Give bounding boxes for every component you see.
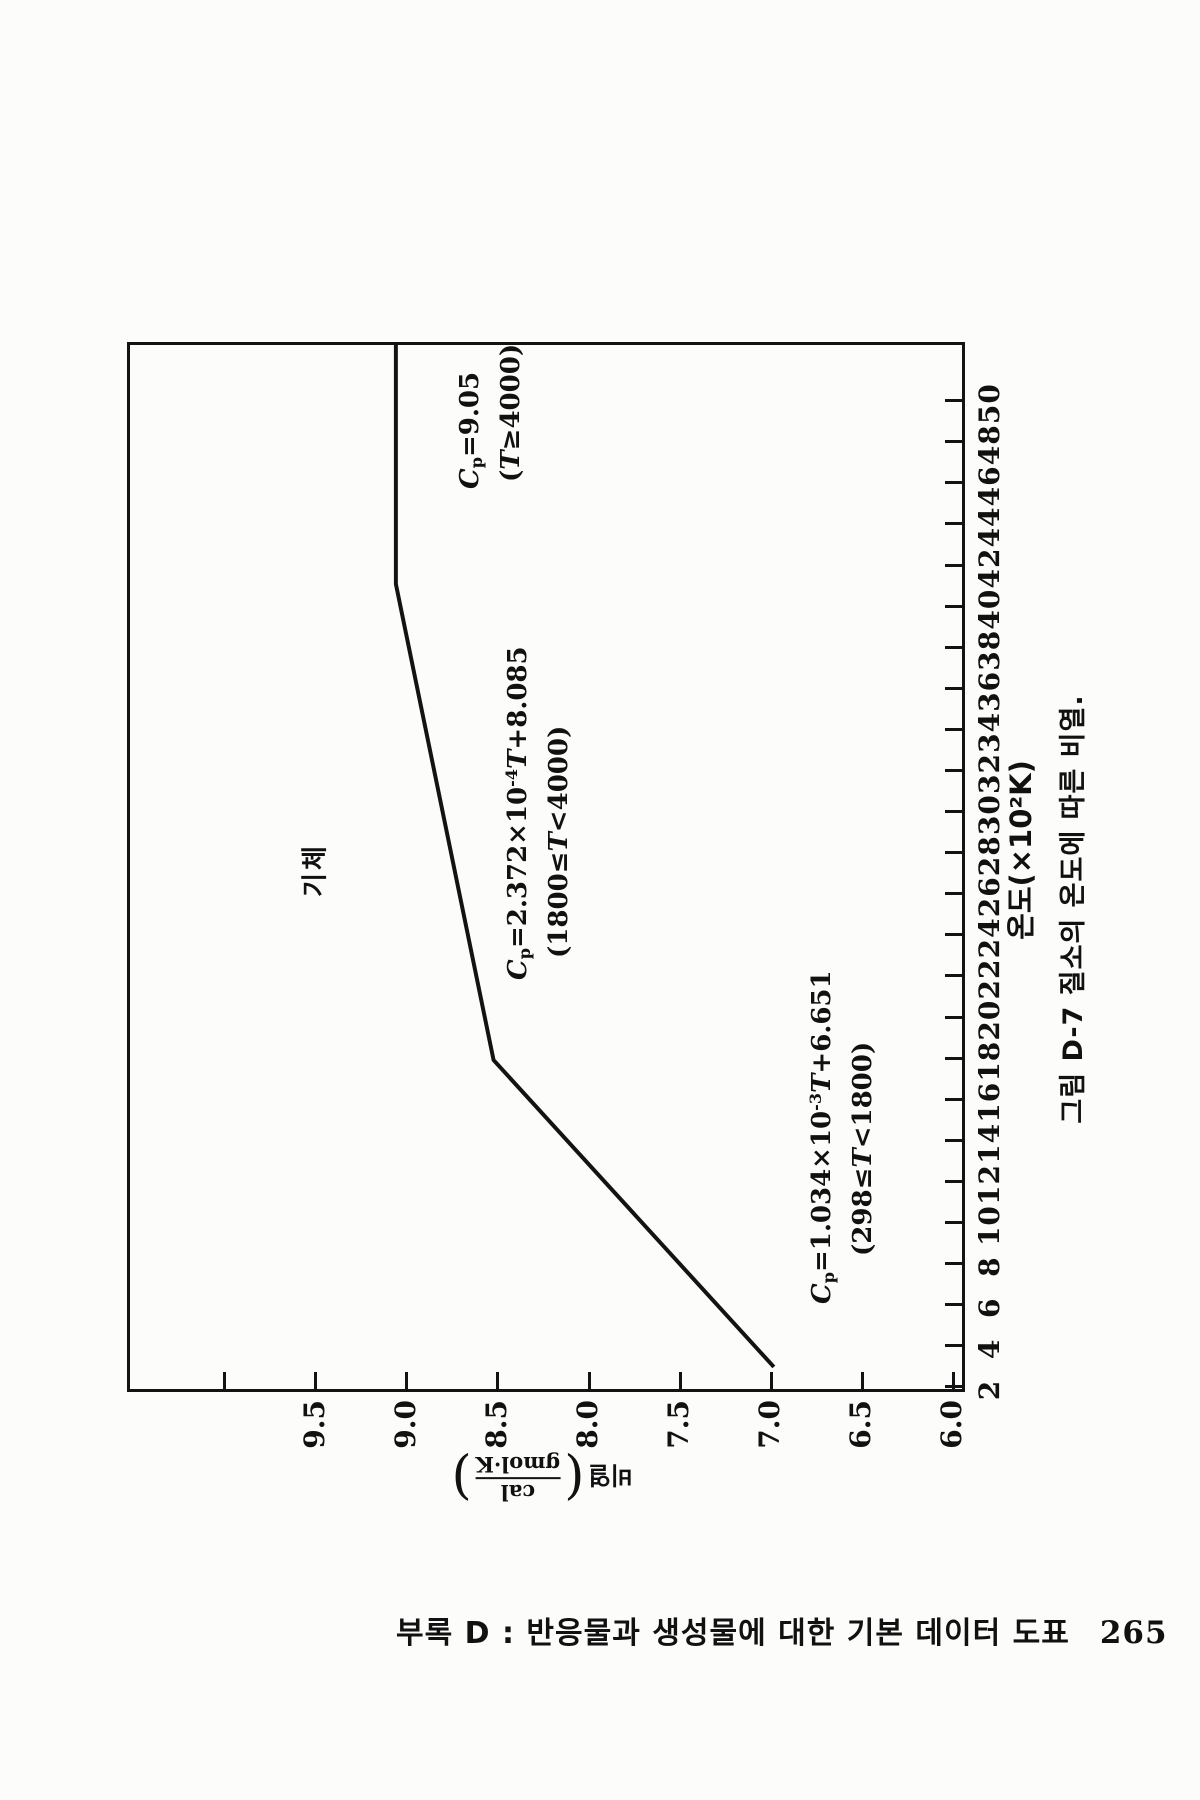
footer-text: 부록 D : 반응물과 생성물에 대한 기본 데이터 도표 <box>396 1616 1070 1651</box>
x-tick <box>945 1056 962 1060</box>
y-tick <box>951 1372 955 1389</box>
cp-line-plot <box>393 345 776 1369</box>
x-tick <box>945 1344 962 1348</box>
x-tick-label: 38 <box>973 629 1006 671</box>
x-tick-label: 48 <box>973 424 1006 466</box>
annotation-segment-1: Cp=1.034×10-3T+6.651 (298≤T<1800) <box>799 970 880 1304</box>
equation-line: Cp=1.034×10-3T+6.651 <box>806 970 838 1304</box>
x-axis-label: 온도(×10²K) <box>1004 760 1038 940</box>
gas-region-label: 기체 <box>300 843 331 897</box>
y-tick <box>223 1372 227 1389</box>
x-tick-label: 16 <box>973 1081 1006 1123</box>
x-tick-label: 10 <box>973 1205 1006 1247</box>
x-tick <box>945 440 962 444</box>
equation-line: Cp=9.05 <box>454 371 486 489</box>
x-tick-label: 44 <box>973 506 1006 548</box>
y-tick <box>496 1372 500 1389</box>
y-axis-word: 비열 <box>588 1461 633 1490</box>
x-tick-label: 42 <box>973 547 1006 589</box>
condition-line: (T≥4000) <box>495 343 526 482</box>
y-tick <box>405 1372 409 1389</box>
figure-caption: 그림 D-7 질소의 온도에 따른 비열. <box>1058 694 1089 1124</box>
x-tick-label: 20 <box>973 999 1006 1041</box>
cp-curve <box>393 345 776 1369</box>
x-tick-label: 12 <box>973 1163 1006 1205</box>
y-tick <box>769 1372 773 1389</box>
unit-denominator: gmol·K <box>475 1452 561 1477</box>
cp-vs-temperature-chart: 2 4 6 8 10 12 14 16 18 20 22 24 26 28 30 32 34 36 38 40 42 44… <box>127 342 1089 1508</box>
x-tick <box>945 974 962 978</box>
annotation-segment-2: Cp=2.372×10-4T+8.085 (1800≤T<4000) <box>495 646 576 980</box>
x-tick <box>945 769 962 773</box>
x-tick-label: 6 <box>973 1297 1006 1319</box>
y-tick <box>314 1372 318 1389</box>
y-tick <box>860 1372 864 1389</box>
x-tick-label: 18 <box>973 1040 1006 1082</box>
x-tick <box>945 481 962 485</box>
x-tick <box>945 645 962 649</box>
x-tick-label: 34 <box>973 711 1006 753</box>
x-tick-label: 2 <box>973 1379 1006 1401</box>
x-tick <box>945 1015 962 1019</box>
equation-line: Cp=2.372×10-4T+8.085 <box>502 646 534 980</box>
annotation-segment-3: Cp=9.05 (T≥4000) <box>447 344 528 489</box>
x-tick-label: 36 <box>973 670 1006 712</box>
condition-line: (298≤T<1800) <box>847 1041 878 1256</box>
unit-numerator: cal <box>475 1477 561 1505</box>
x-tick <box>945 1179 962 1183</box>
x-tick <box>945 399 962 403</box>
page-footer: 부록 D : 반응물과 생성물에 대한 기본 데이터 도표 265 <box>396 1608 1168 1652</box>
open-paren: ( <box>564 1448 585 1509</box>
y-tick-label: 9.0 <box>388 1400 422 1449</box>
x-tick <box>945 1303 962 1307</box>
x-tick-label: 4 <box>973 1338 1006 1360</box>
x-tick <box>945 686 962 690</box>
x-tick <box>945 727 962 731</box>
x-tick <box>945 1097 962 1101</box>
x-tick-label: 14 <box>973 1122 1006 1164</box>
x-tick-label: 22 <box>973 958 1006 1000</box>
x-tick <box>945 892 962 896</box>
plot-frame <box>127 342 965 1392</box>
x-tick <box>945 1221 962 1225</box>
x-tick <box>945 810 962 814</box>
x-tick <box>945 522 962 526</box>
x-tick <box>945 563 962 567</box>
x-tick-label: 50 <box>973 383 1006 425</box>
close-paren: ) <box>451 1448 472 1509</box>
x-tick-label: 46 <box>973 465 1006 507</box>
y-tick <box>678 1372 682 1389</box>
y-tick-label: 6.5 <box>844 1400 878 1449</box>
x-tick <box>945 851 962 855</box>
y-tick-label: 6.0 <box>935 1400 969 1449</box>
y-tick-label: 7.0 <box>753 1400 787 1449</box>
x-tick <box>945 1262 962 1266</box>
y-tick-label: 8.5 <box>479 1400 513 1449</box>
y-axis-label: 비열 ( cal gmol·K ) <box>451 1448 633 1509</box>
y-tick <box>587 1372 591 1389</box>
x-tick <box>945 604 962 608</box>
x-tick-label: 40 <box>973 588 1006 630</box>
condition-line: (1800≤T<4000) <box>543 725 574 958</box>
x-tick <box>945 1138 962 1142</box>
y-tick-label: 9.5 <box>297 1400 331 1449</box>
x-tick-label: 8 <box>973 1256 1006 1277</box>
y-tick-label: 7.5 <box>662 1400 696 1449</box>
page-number: 265 <box>1099 1615 1168 1651</box>
unit-fraction: cal gmol·K <box>475 1452 561 1505</box>
x-tick <box>945 933 962 937</box>
